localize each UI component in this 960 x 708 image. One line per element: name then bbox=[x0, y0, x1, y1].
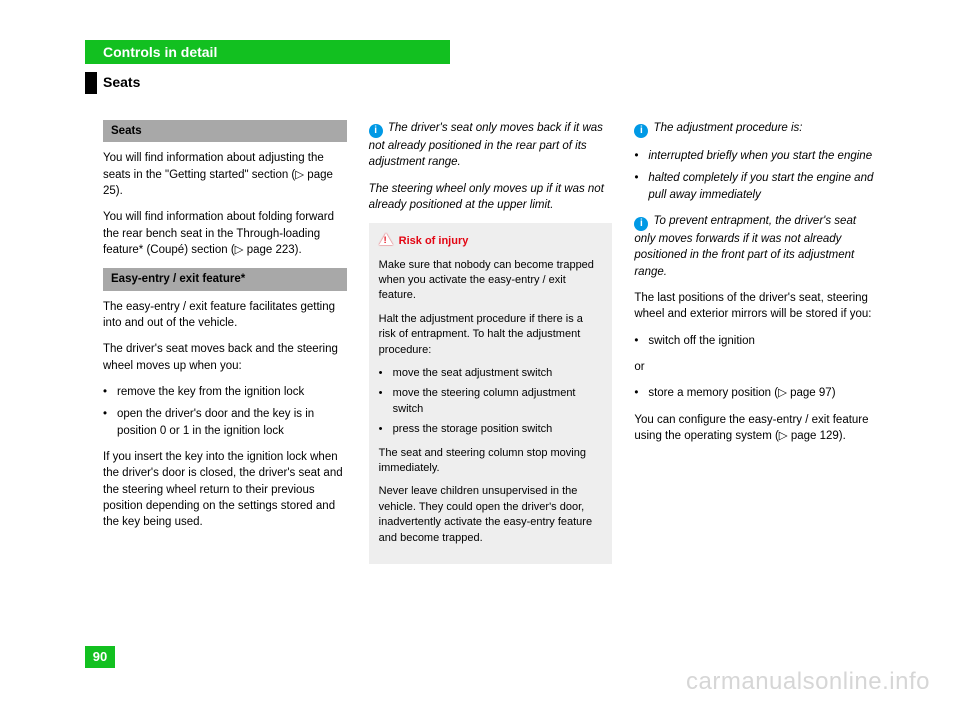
col1-list: remove the key from the ignition lock op… bbox=[103, 384, 347, 439]
warn-p1: Make sure that nobody can become trapped… bbox=[379, 258, 603, 304]
col3-or: or bbox=[634, 359, 878, 375]
col3-note2-list: interrupted briefly when you start the e… bbox=[634, 148, 878, 203]
col3-list1: switch off the ignition bbox=[634, 333, 878, 349]
column-2: i The driver's seat only moves back if i… bbox=[369, 120, 613, 574]
col1-li1: remove the key from the ignition lock bbox=[103, 384, 347, 400]
info-icon: i bbox=[634, 217, 648, 231]
column-3: i The adjustment procedure is: interrupt… bbox=[634, 120, 878, 574]
col3-p2: You can configure the easy-entry / exit … bbox=[634, 412, 878, 445]
col2-note1: i The driver's seat only moves back if i… bbox=[369, 120, 613, 213]
warning-box: Risk of injury Make sure that nobody can… bbox=[369, 223, 613, 564]
col3-note2-lead: i The adjustment procedure is: bbox=[634, 120, 878, 138]
watermark: carmanualsonline.info bbox=[686, 668, 930, 696]
col3-note2-li1: interrupted briefly when you start the e… bbox=[634, 148, 878, 164]
col3-note3-p: i To prevent entrapment, the driver's se… bbox=[634, 213, 878, 280]
column-1: Seats You will find information about ad… bbox=[103, 120, 347, 574]
warning-triangle-icon bbox=[379, 233, 393, 245]
warn-li1: move the seat adjustment switch bbox=[379, 366, 603, 381]
subhead-easy-entry: Easy-entry / exit feature* bbox=[103, 268, 347, 290]
warn-p2: Halt the adjustment procedure if there i… bbox=[379, 312, 603, 358]
info-icon: i bbox=[634, 124, 648, 138]
col3-li1: switch off the ignition bbox=[634, 333, 878, 349]
col1-p3: The easy-entry / exit feature facilitate… bbox=[103, 299, 347, 332]
thumb-tab bbox=[85, 72, 97, 94]
content-columns: Seats You will find information about ad… bbox=[103, 120, 878, 574]
col3-note2-li2: halted completely if you start the engin… bbox=[634, 170, 878, 203]
col2-note1a-text: The driver's seat only moves back if it … bbox=[369, 122, 603, 168]
col3-list2: store a memory position (▷ page 97) bbox=[634, 385, 878, 401]
col3-note3-text: To prevent entrapment, the driver's seat… bbox=[634, 215, 856, 278]
header-bar: Controls in detail bbox=[85, 40, 450, 64]
col3-p1: The last positions of the driver's seat,… bbox=[634, 290, 878, 323]
warn-p3: The seat and steering column stop moving… bbox=[379, 446, 603, 477]
col1-p1: You will find information about adjustin… bbox=[103, 150, 347, 199]
col1-p5: If you insert the key into the ignition … bbox=[103, 449, 347, 531]
warning-title: Risk of injury bbox=[399, 235, 469, 247]
col1-p2: You will find information about folding … bbox=[103, 209, 347, 258]
col3-note3: i To prevent entrapment, the driver's se… bbox=[634, 213, 878, 280]
page-number: 90 bbox=[85, 646, 115, 668]
warn-list: move the seat adjustment switch move the… bbox=[379, 366, 603, 438]
warn-p4: Never leave children unsupervised in the… bbox=[379, 484, 603, 546]
col2-note1b: The steering wheel only moves up if it w… bbox=[369, 181, 613, 214]
col1-li2: open the driver's door and the key is in… bbox=[103, 406, 347, 439]
col3-note2-lead-text: The adjustment procedure is: bbox=[654, 122, 803, 134]
subhead-seats: Seats bbox=[103, 120, 347, 142]
col3-note2: i The adjustment procedure is: interrupt… bbox=[634, 120, 878, 203]
warn-li2: move the steering column adjustment swit… bbox=[379, 386, 603, 417]
col2-note1a: i The driver's seat only moves back if i… bbox=[369, 120, 613, 171]
warning-head: Risk of injury bbox=[379, 233, 603, 249]
warn-li3: press the storage position switch bbox=[379, 422, 603, 437]
col3-li2: store a memory position (▷ page 97) bbox=[634, 385, 878, 401]
info-icon: i bbox=[369, 124, 383, 138]
header-title: Controls in detail bbox=[103, 44, 217, 60]
section-title: Seats bbox=[103, 74, 140, 90]
col1-p4: The driver's seat moves back and the ste… bbox=[103, 341, 347, 374]
